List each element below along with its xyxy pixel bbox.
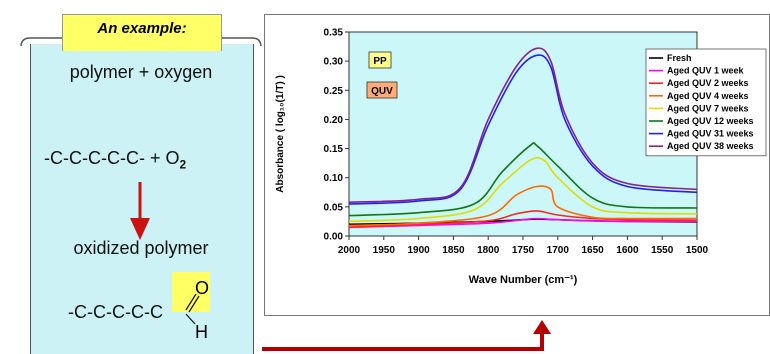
y-tick-label: 0.35 (324, 28, 344, 39)
oxygen-subscript: 2 (179, 157, 187, 172)
series-line-7 (348, 47, 698, 203)
example-tab-label: An example: (97, 20, 187, 37)
y-axis: 0.00 0.05 0.10 0.15 0.20 0.25 0.30 0.35 (324, 28, 349, 243)
y-tick-label: 0.00 (324, 232, 344, 243)
x-tick-label: 1950 (373, 245, 396, 256)
x-tick-label: 1650 (581, 245, 604, 256)
y-axis-label: Absorbance ( log₁₀(1/T) ) (275, 75, 286, 193)
reactants-text: polymer + oxygen (69, 62, 213, 82)
y-tick-label: 0.25 (324, 86, 344, 97)
x-tick-label: 1750 (512, 245, 535, 256)
legend-entry: Aged QUV 7 weeks (667, 103, 749, 113)
y-tick-label: 0.05 (324, 202, 344, 213)
quv-annotation-box (366, 81, 398, 99)
series-lines (348, 47, 698, 229)
y-tick-label: 0.10 (324, 173, 344, 184)
x-tick-label: 2000 (338, 245, 361, 256)
x-tick-label: 1550 (651, 245, 674, 256)
legend-entry: Aged QUV 1 week (667, 66, 745, 76)
ftir-chart: 0.00 0.05 0.10 0.15 0.20 0.25 0.30 0.35 2000 195… (275, 28, 767, 286)
pp-annotation: PP (373, 56, 387, 67)
example-tab: An example: (62, 14, 222, 51)
carbonyl-oxygen: O (195, 278, 210, 298)
series-line-5 (348, 141, 698, 217)
series-line-1 (348, 217, 698, 229)
plot-area (348, 31, 698, 237)
product-text: oxidized polymer (73, 238, 209, 258)
series-line-6 (348, 54, 698, 205)
legend-entry: Aged QUV 12 weeks (667, 116, 754, 126)
y-tick-label: 0.15 (324, 144, 344, 155)
y-tick-label: 0.20 (324, 115, 344, 126)
connector-line (262, 332, 544, 351)
reactant-chain: -C-C-C-C-C- + O (44, 148, 180, 168)
legend-entry: Fresh (667, 53, 692, 63)
legend-entry: Aged QUV 4 weeks (667, 91, 749, 101)
legend: Fresh Aged QUV 1 week Aged QUV 2 weeks Aged… (645, 48, 767, 157)
series-line-2 (348, 210, 698, 229)
legend-box (645, 48, 767, 157)
y-tick-label: 0.30 (324, 57, 344, 68)
pp-annotation-box (368, 51, 392, 69)
quv-annotation: QUV (371, 86, 393, 97)
series-line-4 (348, 156, 698, 223)
x-tick-label: 1850 (442, 245, 465, 256)
legend-entry: Aged QUV 31 weeks (667, 129, 754, 139)
reaction-panel (30, 44, 254, 354)
product-chain: -C-C-C-C-C (68, 302, 163, 322)
x-axis-label: Wave Number (cm⁻¹) (469, 274, 578, 286)
carbonyl-bonds (185, 293, 200, 325)
x-tick-label: 1600 (616, 245, 639, 256)
carbonyl-highlight (172, 272, 210, 312)
series-line-3 (348, 185, 698, 227)
x-axis: 2000 1950 1900 1850 1800 1750 1700 1650 1600 1550… (338, 236, 709, 256)
x-tick-label: 1500 (686, 245, 709, 256)
x-tick-label: 1700 (547, 245, 570, 256)
aldehyde-hydrogen: H (195, 322, 208, 342)
x-tick-label: 1800 (477, 245, 500, 256)
legend-entry: Aged QUV 2 weeks (667, 78, 749, 88)
legend-entry: Aged QUV 38 weeks (667, 141, 754, 151)
reactant-formula: -C-C-C-C-C- + O2 (44, 148, 186, 172)
x-tick-label: 1900 (407, 245, 430, 256)
connector-arrowhead (533, 320, 551, 334)
reaction-arrow-icon (130, 182, 150, 240)
